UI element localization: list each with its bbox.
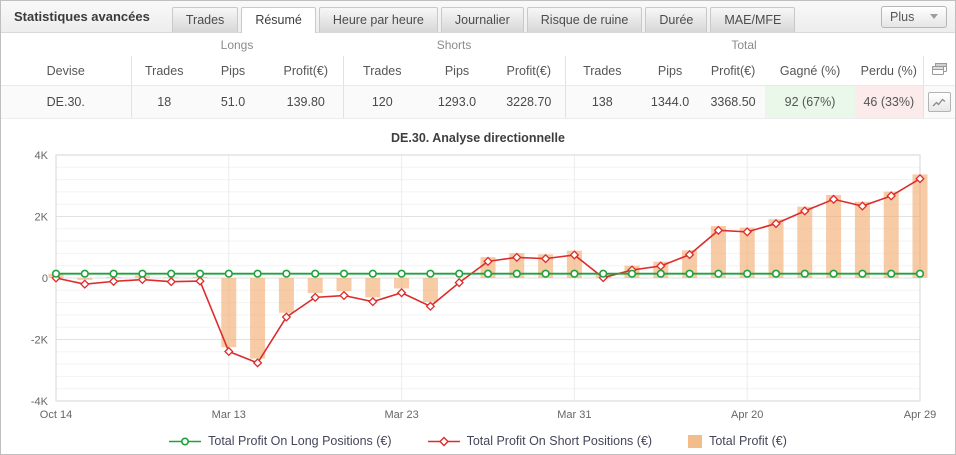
legend-item-short: Total Profit On Short Positions (€) (427, 434, 653, 448)
svg-text:4K: 4K (35, 150, 49, 162)
col-header-longs-profit: Profit(€) (269, 56, 344, 86)
col-header-total-pips: Pips (639, 56, 702, 86)
long-line-marker-icon (169, 436, 202, 446)
cell-devise: DE.30. (1, 85, 131, 119)
group-total: Total (565, 33, 924, 56)
svg-text:Mar 23: Mar 23 (384, 409, 418, 421)
plus-dropdown-label: Plus (890, 9, 915, 24)
group-spacer (923, 33, 955, 56)
col-header-longs-pips: Pips (197, 56, 269, 86)
svg-text:Oct 14: Oct 14 (40, 409, 72, 421)
group-longs: Longs (131, 33, 344, 56)
cell-longs-trades: 18 (130, 85, 197, 119)
col-header-gagne: Gagné (%) (765, 56, 856, 86)
legend-item-total: Total Profit (€) (688, 434, 787, 448)
tab-mae-mfe[interactable]: MAE/MFE (710, 7, 796, 32)
col-header-shorts-trades: Trades (342, 56, 422, 86)
tab-duree[interactable]: Durée (645, 7, 708, 32)
group-spacer (1, 33, 131, 56)
legend-label-total: Total Profit (€) (709, 434, 787, 448)
svg-text:Mar 31: Mar 31 (557, 409, 591, 421)
col-header-devise: Devise (1, 56, 131, 86)
legend-item-long: Total Profit On Long Positions (€) (169, 434, 392, 448)
svg-text:2K: 2K (35, 212, 49, 224)
page-title: Statistiques avancées (14, 9, 150, 24)
cell-shorts-trades: 120 (342, 85, 422, 119)
chart-title: DE.30. Analyse directionnelle (391, 131, 565, 145)
col-header-shorts-pips: Pips (421, 56, 494, 86)
tab-heure-par-heure[interactable]: Heure par heure (318, 7, 438, 32)
table-actions-header (922, 56, 955, 86)
row-chart-button[interactable] (927, 92, 951, 112)
group-header-row: Longs Shorts Total (1, 33, 955, 56)
tab-resume[interactable]: Résumé (241, 7, 316, 33)
legend-label-long: Total Profit On Long Positions (€) (208, 434, 392, 448)
col-header-longs-trades: Trades (130, 56, 197, 86)
svg-text:0: 0 (42, 273, 48, 285)
svg-text:-4K: -4K (31, 396, 49, 408)
cell-shorts-profit: 3228.70 (493, 85, 566, 119)
copy-windows-icon[interactable] (931, 62, 948, 76)
group-shorts: Shorts (343, 33, 566, 56)
cell-shorts-pips: 1293.0 (421, 85, 494, 119)
column-header-row: Devise Trades Pips Profit(€) Trades Pips… (1, 56, 955, 86)
col-header-total-profit: Profit(€) (701, 56, 766, 86)
tab-journalier[interactable]: Journalier (440, 7, 524, 32)
svg-text:Apr 20: Apr 20 (731, 409, 763, 421)
col-header-perdu: Perdu (%) (855, 56, 924, 86)
tab-bar: Statistiques avancées Trades Résumé Heur… (1, 1, 955, 33)
chart-section: DE.30. Analyse directionnelle 4K 2K 0 -2K -4… (1, 119, 955, 454)
total-bar-marker-icon (688, 434, 703, 448)
cell-longs-pips: 51.0 (197, 85, 269, 119)
tab-trades[interactable]: Trades (171, 7, 239, 32)
cell-actions (922, 85, 955, 119)
cell-longs-profit: 139.80 (269, 85, 344, 119)
col-header-shorts-profit: Profit(€) (493, 56, 566, 86)
col-header-total-trades: Trades (564, 56, 640, 86)
chevron-down-icon (930, 14, 938, 19)
short-line-marker-icon (427, 436, 460, 446)
chart-legend: Total Profit On Long Positions (€) Total… (1, 427, 955, 454)
cell-total-trades: 138 (564, 85, 640, 119)
cell-gagne-percent: 92 (67%) (765, 85, 856, 119)
cell-perdu-percent: 46 (33%) (855, 85, 924, 119)
tab-risque-de-ruine[interactable]: Risque de ruine (526, 7, 643, 32)
cell-total-pips: 1344.0 (639, 85, 702, 119)
svg-text:-2K: -2K (31, 335, 49, 347)
stats-table: Longs Shorts Total Devise Trades Pips Pr… (1, 33, 955, 119)
table-row[interactable]: DE.30. 18 51.0 139.80 120 1293.0 3228.70… (1, 85, 955, 119)
plus-dropdown-button[interactable]: Plus (881, 5, 947, 28)
svg-text:Apr 29: Apr 29 (904, 409, 936, 421)
line-chart-icon (932, 98, 946, 106)
cell-total-profit: 3368.50 (701, 85, 766, 119)
svg-text:Mar 13: Mar 13 (212, 409, 246, 421)
legend-label-short: Total Profit On Short Positions (€) (466, 434, 653, 448)
